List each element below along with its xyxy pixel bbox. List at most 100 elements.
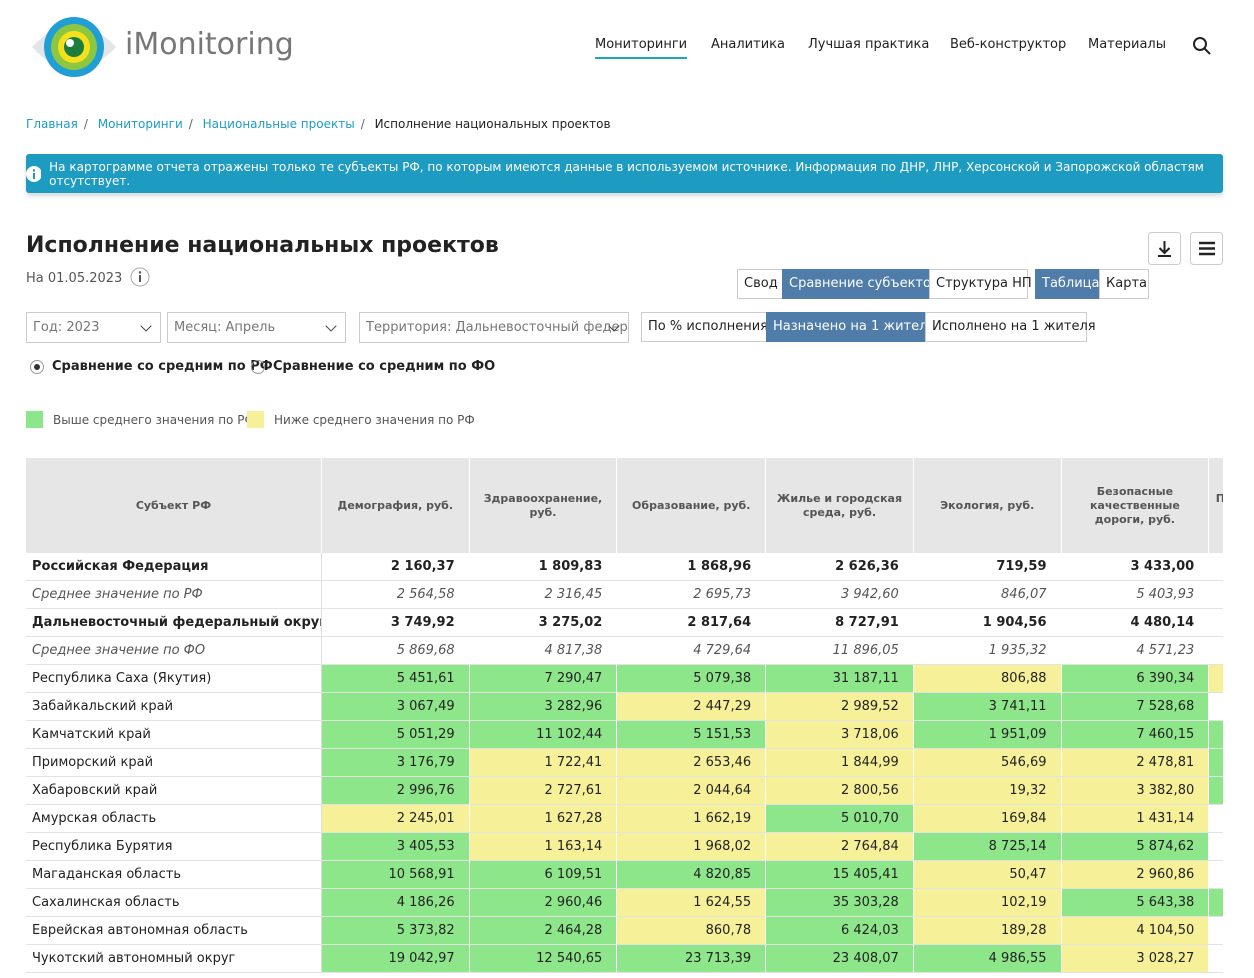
value-cell: 4 817,38 — [469, 636, 618, 665]
month-select[interactable]: Месяц: Апрель — [167, 312, 346, 343]
value-cell: 17,7 — [1208, 553, 1223, 581]
year-select[interactable]: Год: 2023 — [26, 312, 161, 343]
value-cell: 3 282,96 — [469, 692, 618, 721]
nav-link[interactable]: Лучшая практика — [808, 37, 930, 52]
value-cell: 5 373,82 — [321, 916, 470, 945]
row-name: Дальневосточный федеральный округ — [26, 608, 322, 637]
value-cell: 49,1 — [1208, 720, 1223, 749]
value-cell — [1208, 944, 1223, 973]
menu-button[interactable] — [1190, 232, 1223, 265]
value-cell: 5 403,93 — [1061, 580, 1210, 609]
value-cell: 2 044,64 — [616, 776, 767, 805]
value-cell: 5 869,68 — [321, 636, 470, 665]
value-cell: 6 424,03 — [765, 916, 914, 945]
view-tab[interactable]: Сравнение субъектов — [782, 269, 939, 299]
value-cell: 2 764,84 — [765, 832, 914, 861]
radio-option[interactable]: Сравнение со средним по РФ — [30, 359, 273, 374]
value-cell: 3 405,53 — [321, 832, 470, 861]
nav-link[interactable]: Мониторинги — [595, 37, 688, 59]
value-cell: 50,47 — [913, 860, 1062, 889]
value-cell: 7 528,68 — [1061, 692, 1210, 721]
view-tab[interactable]: Свод — [737, 269, 783, 299]
table-row: Амурская область 2 245,01 1 627,28 1 662,19… — [26, 804, 1223, 833]
info-button[interactable] — [130, 267, 150, 287]
value-cell: 40,0 — [1208, 888, 1223, 917]
value-cell: 8 725,14 — [913, 832, 1062, 861]
value-cell: 2 653,46 — [616, 748, 767, 777]
value-cell: 5 151,53 — [616, 720, 767, 749]
breadcrumb-link[interactable]: Национальные проекты — [202, 117, 355, 131]
mode-tab[interactable]: Таблица — [1035, 269, 1100, 299]
value-cell: 169,84 — [913, 804, 1062, 833]
value-cell: 4 986,55 — [913, 944, 1062, 973]
value-cell: 1 624,55 — [616, 888, 767, 917]
mode-tab[interactable]: Карта — [1099, 269, 1149, 299]
territory-select[interactable]: Территория: Дальневосточный федеральный … — [359, 312, 629, 343]
value-cell: 6 109,51 — [469, 860, 618, 889]
value-cell: 23 408,07 — [765, 944, 914, 973]
value-cell: 6 390,34 — [1061, 664, 1210, 693]
value-cell: 5 010,70 — [765, 804, 914, 833]
radio-dot[interactable] — [251, 359, 265, 374]
value-cell: 4 480,14 — [1061, 608, 1210, 637]
value-cell: 2 478,81 — [1061, 748, 1210, 777]
value-cell: 1 722,41 — [469, 748, 618, 777]
breadcrumb-link[interactable]: Главная — [26, 117, 78, 131]
value-cell: 2 464,28 — [469, 916, 618, 945]
value-cell: 31 187,11 — [765, 664, 914, 693]
value-cell: 102,19 — [913, 888, 1062, 917]
legend-item: Ниже среднего значения по РФ — [247, 411, 475, 428]
metric-tab[interactable]: Исполнено на 1 жителя — [925, 312, 1096, 342]
radio-dot[interactable] — [30, 359, 44, 374]
value-cell: 2 564,58 — [321, 580, 470, 609]
table-row: Забайкальский край 3 067,49 3 282,96 2 447,… — [26, 692, 1223, 721]
value-cell: 3 433,00 — [1061, 553, 1210, 581]
value-cell: 846,07 — [913, 580, 1062, 609]
legend-swatch — [26, 411, 43, 428]
value-cell: 2 727,61 — [469, 776, 618, 805]
value-cell: 3 067,49 — [321, 692, 470, 721]
nav-link[interactable]: Аналитика — [711, 37, 785, 52]
value-cell: 1 868,96 — [616, 553, 767, 581]
nav-link[interactable]: Материалы — [1088, 37, 1166, 52]
download-button[interactable] — [1148, 232, 1181, 265]
value-cell: 860,78 — [616, 916, 767, 945]
breadcrumb-current: Исполнение национальных проектов — [374, 117, 611, 131]
breadcrumb-link[interactable]: Мониторинги — [97, 117, 183, 131]
search-icon[interactable] — [1192, 36, 1212, 56]
value-cell: 2 316,45 — [469, 580, 618, 609]
info-icon — [26, 165, 42, 182]
table-row: Российская Федерация 2 160,37 1 809,83 1 86… — [26, 553, 1223, 581]
row-name: Еврейская автономная область — [26, 916, 322, 945]
table-row: Магаданская область 10 568,91 6 109,51 4 82… — [26, 860, 1223, 889]
value-cell: 3 275,02 — [469, 608, 618, 637]
value-cell: 2 447,29 — [616, 692, 767, 721]
metric-tab[interactable]: По % исполнения — [641, 312, 768, 342]
radio-option[interactable]: Сравнение со средним по ФО — [251, 359, 495, 374]
table-row: Приморский край 3 176,79 1 722,41 2 653,46 1… — [26, 748, 1223, 777]
value-cell: 1 809,83 — [469, 553, 618, 581]
value-cell — [1208, 860, 1223, 889]
table-row: Камчатский край 5 051,29 11 102,44 5 151,53… — [26, 720, 1223, 749]
value-cell: 12 540,65 — [469, 944, 618, 973]
nav-link[interactable]: Веб-конструктор — [950, 37, 1067, 52]
value-cell: 1 844,99 — [765, 748, 914, 777]
value-cell: 5 051,29 — [321, 720, 470, 749]
table-row: Сахалинская область 4 186,26 2 960,46 1 624… — [26, 888, 1223, 917]
value-cell — [1208, 804, 1223, 833]
value-cell: 5 643,38 — [1061, 888, 1210, 917]
table-body: Российская Федерация 2 160,37 1 809,83 1 86… — [26, 553, 1223, 973]
row-name: Республика Бурятия — [26, 832, 322, 861]
value-cell: 2 626,36 — [765, 553, 914, 581]
metric-tab[interactable]: Назначено на 1 жителя — [766, 312, 935, 342]
notice-banner: На картограмме отчета отражены только те… — [26, 154, 1223, 193]
value-cell: 14,7 — [1208, 608, 1223, 637]
view-tab[interactable]: Структура НП — [929, 269, 1032, 299]
logo[interactable] — [30, 12, 118, 82]
value-cell: 4 729,64 — [616, 636, 767, 665]
value-cell: 7 290,47 — [469, 664, 618, 693]
value-cell: 3 942,60 — [765, 580, 914, 609]
value-cell: 2 960,46 — [469, 888, 618, 917]
